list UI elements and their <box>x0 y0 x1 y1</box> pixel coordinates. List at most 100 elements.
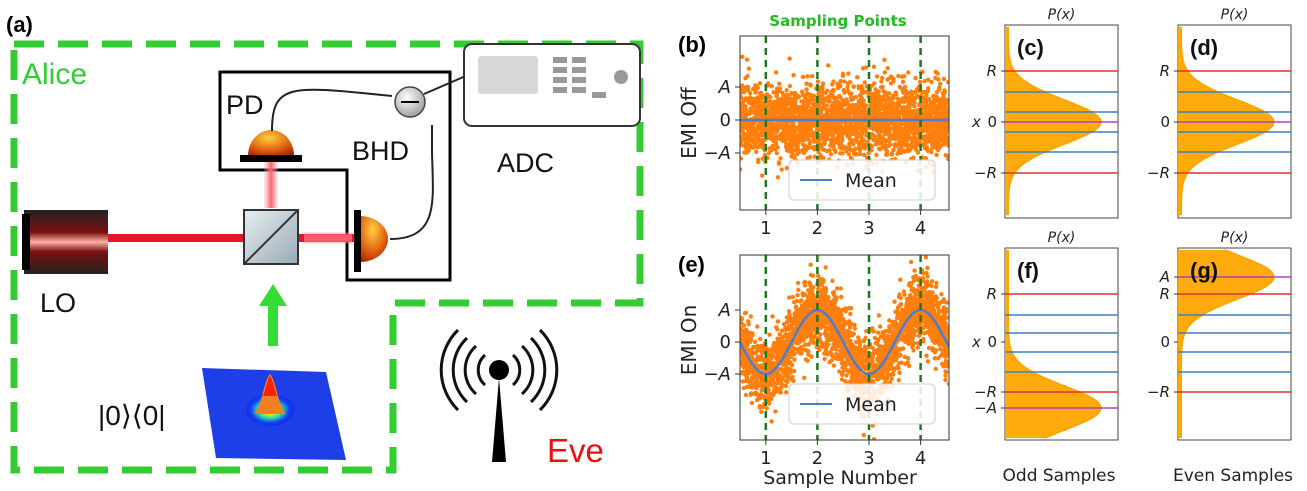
sample-point <box>769 347 775 352</box>
sample-point <box>890 110 895 116</box>
sample-point <box>895 100 900 106</box>
sample-point <box>802 98 807 103</box>
sample-point <box>757 81 763 86</box>
sample-point <box>863 129 869 134</box>
sample-point <box>757 139 762 145</box>
sample-point <box>760 383 765 389</box>
sample-point <box>764 382 769 387</box>
sample-point <box>787 101 793 106</box>
sample-point <box>743 125 748 130</box>
sample-point <box>902 135 907 141</box>
sample-point <box>806 103 811 109</box>
sample-point <box>821 324 826 329</box>
sample-point <box>753 90 758 95</box>
sample-point <box>891 101 896 106</box>
sample-point <box>779 328 785 333</box>
sample-point <box>872 133 877 138</box>
sample-point <box>917 79 923 85</box>
sample-point <box>803 125 808 130</box>
sample-point <box>882 70 887 75</box>
sample-point <box>744 57 750 62</box>
sample-point <box>929 283 934 289</box>
sample-point <box>910 303 915 309</box>
sample-point <box>835 137 841 142</box>
wire-right <box>389 125 434 240</box>
sample-point <box>770 127 775 132</box>
sample-point <box>830 138 836 143</box>
sample-point <box>740 54 745 59</box>
sample-point <box>808 98 813 103</box>
sample-point <box>889 114 895 119</box>
sample-point <box>893 137 898 142</box>
sample-point <box>787 83 793 89</box>
sample-point <box>857 344 862 350</box>
sample-point <box>823 348 829 353</box>
sample-point <box>784 165 789 171</box>
sample-point <box>929 104 935 109</box>
sample-point <box>913 75 918 81</box>
sample-point <box>827 93 833 99</box>
sample-point <box>849 91 854 97</box>
sample-point <box>852 347 857 352</box>
sample-point <box>804 334 809 340</box>
sample-point <box>789 150 794 155</box>
sample-point <box>796 287 801 293</box>
sample-point <box>833 123 838 128</box>
sample-point <box>874 74 880 79</box>
sample-point <box>911 143 916 148</box>
sample-point <box>926 345 932 351</box>
sample-point <box>812 154 817 159</box>
sample-point <box>860 140 865 145</box>
sample-point <box>938 342 944 347</box>
sampling-points-title: Sampling Points <box>769 12 907 30</box>
sample-point <box>877 370 882 375</box>
sample-point <box>895 151 900 156</box>
sample-point <box>846 110 852 116</box>
sample-point <box>920 278 926 284</box>
sample-point <box>941 364 946 369</box>
sample-point <box>902 292 907 297</box>
sample-point <box>894 132 900 137</box>
sample-point <box>741 323 747 328</box>
sample-point <box>847 141 852 146</box>
plot-b-frame <box>739 35 950 211</box>
sample-point <box>830 82 835 87</box>
sample-point <box>910 131 915 136</box>
sample-point <box>785 135 790 140</box>
sample-point <box>816 273 821 279</box>
sample-point <box>873 142 878 147</box>
sample-point <box>775 175 781 180</box>
sample-point <box>937 145 942 150</box>
sample-point <box>933 366 938 372</box>
sample-point <box>750 86 756 92</box>
sample-point <box>922 128 927 133</box>
sample-point <box>805 74 810 79</box>
sample-point <box>943 377 948 383</box>
sample-point <box>832 99 837 105</box>
sample-point <box>859 144 864 149</box>
sample-point <box>911 90 916 96</box>
sample-point <box>844 373 849 378</box>
x-tick-label: 3 <box>863 218 874 239</box>
legend-b-label: Mean <box>845 170 897 192</box>
sample-point <box>779 167 784 172</box>
sample-point <box>825 115 831 120</box>
sample-point <box>745 343 750 348</box>
sample-point <box>783 345 788 350</box>
sample-point <box>754 149 759 154</box>
sample-point <box>915 129 921 134</box>
sample-point <box>847 145 852 150</box>
sample-point <box>923 330 929 335</box>
sample-point <box>864 329 869 334</box>
sample-point <box>838 78 843 84</box>
sample-point <box>771 112 776 117</box>
sample-point <box>842 79 847 84</box>
sample-point <box>850 131 855 136</box>
sample-point <box>755 344 760 349</box>
sample-point <box>938 81 943 87</box>
sample-point <box>913 274 919 279</box>
sample-point <box>890 93 896 99</box>
sample-point <box>778 102 783 108</box>
sample-point <box>914 147 919 152</box>
sample-point <box>921 134 926 140</box>
